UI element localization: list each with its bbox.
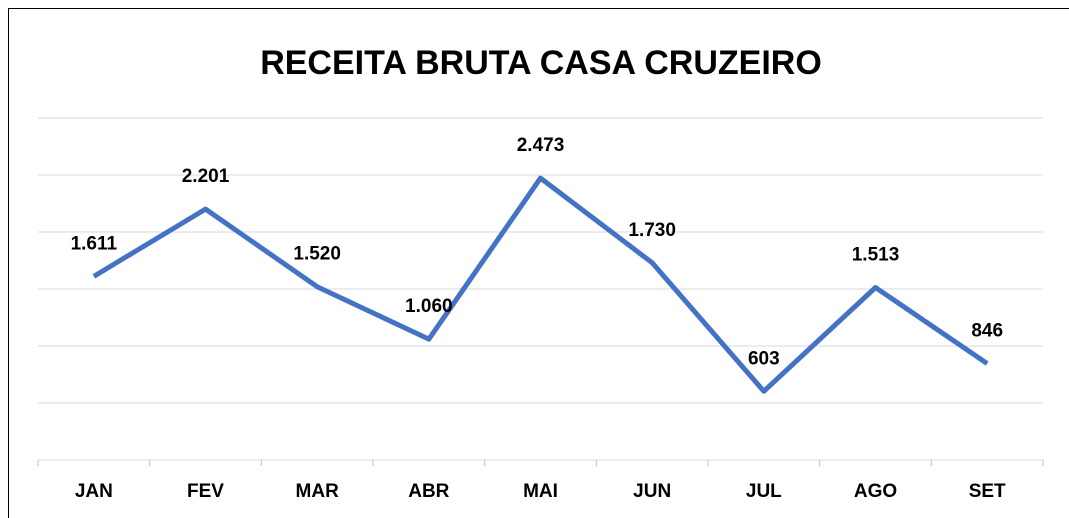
chart-title: RECEITA BRUTA CASA CRUZEIRO [260, 44, 822, 82]
x-tick-label: SET [969, 481, 1006, 502]
data-label: 1.730 [628, 220, 676, 241]
x-tick-label: MAI [523, 481, 558, 502]
line-series [92, 175, 989, 394]
x-tick-label: JUL [746, 481, 782, 502]
x-tick-label: MAR [296, 481, 340, 502]
chart-frame [8, 8, 1069, 518]
x-tick-label: JUN [633, 481, 671, 502]
data-label: 2.201 [182, 166, 230, 187]
data-label: 1.060 [405, 296, 453, 317]
data-label: 846 [971, 321, 1003, 342]
x-tick-label: FEV [187, 481, 224, 502]
data-label: 1.513 [852, 245, 900, 266]
data-label: 2.473 [517, 135, 565, 156]
data-label: 1.611 [71, 233, 118, 254]
x-tick-label: ABR [408, 481, 449, 502]
data-label: 603 [748, 348, 780, 369]
data-label: 1.520 [293, 244, 341, 265]
x-tick-label: AGO [854, 481, 897, 502]
x-tick-label: JAN [75, 481, 113, 502]
